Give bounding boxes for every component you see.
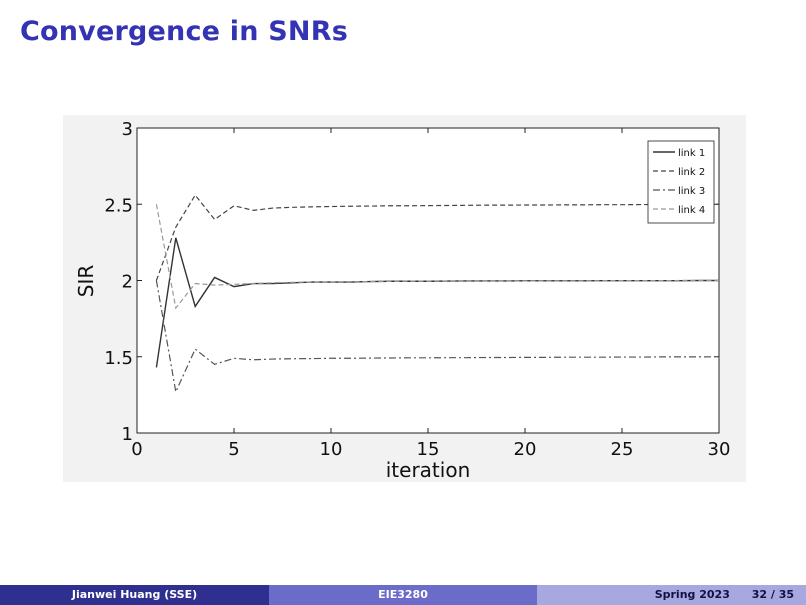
series-line-link-4 [155,204,719,310]
footer-bar: Jianwei Huang (SSE) EIE3280 Spring 2023 … [0,585,806,605]
legend: link 1 link 2 link 3 link 4 [647,140,715,224]
x-axis-label: iteration [386,458,471,482]
y-tick-label: 1 [122,424,133,445]
legend-label-link-2: link 2 [678,167,705,178]
sir-convergence-chart: 0 5 10 15 20 25 30 1 1.5 2 2.5 3 iteration SIR link… [74,119,730,482]
legend-label-link-4: link 4 [678,205,705,216]
x-tick-label: 20 [514,439,537,460]
axis-ticks: 0 5 10 15 20 25 30 1 1.5 2 2.5 3 [104,119,730,460]
x-tick-label: 5 [228,439,239,460]
footer-page-number: 32 / 35 [751,588,794,601]
series-lines [155,194,720,394]
x-tick-label: 10 [320,439,343,460]
footer-course: EIE3280 [269,585,537,605]
y-tick-label: 1.5 [104,348,133,369]
legend-label-link-3: link 3 [678,186,705,197]
footer-term: Spring 2023 [654,588,730,601]
y-axis-label: SIR [74,265,98,298]
y-tick-label: 3 [122,119,133,140]
footer-right: Spring 2023 32 / 35 [537,585,806,605]
x-tick-label: 25 [611,439,634,460]
series-line-link-2 [155,194,720,281]
x-tick-label: 15 [417,439,440,460]
footer-author: Jianwei Huang (SSE) [0,585,269,605]
series-line-link-3 [155,280,720,394]
x-tick-label: 0 [131,439,142,460]
legend-label-link-1: link 1 [678,148,705,159]
x-tick-label: 30 [708,439,731,460]
y-tick-label: 2.5 [104,195,133,216]
slide-title: Convergence in SNRs [20,16,348,47]
legend-box [647,140,715,224]
figure-panel: 0 5 10 15 20 25 30 1 1.5 2 2.5 3 iteration SIR link… [63,115,746,482]
y-tick-label: 2 [122,272,133,293]
